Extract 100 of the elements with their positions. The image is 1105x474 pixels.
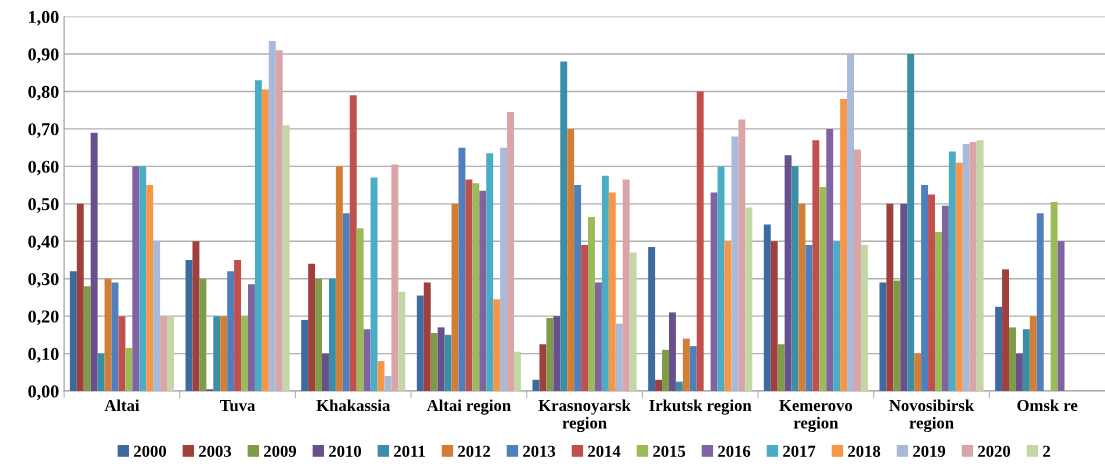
bar [282,125,290,392]
bar [90,132,98,392]
x-tick-label: Altai region [426,399,511,415]
bar [893,280,901,392]
bar [322,353,329,392]
bar [784,155,792,392]
y-tick-label: 0,40 [28,235,59,251]
bar [588,216,595,392]
bar [241,316,248,392]
y-tick-label: 0,30 [28,272,59,288]
legend-label: 2014 [588,445,621,457]
bar [928,194,935,392]
bar [160,316,168,392]
legend-label: 2000 [134,445,167,457]
bar [995,306,1003,392]
x-tick-label: Khakassia [316,399,391,412]
legend-label: 2003 [199,445,232,457]
bar [696,91,704,392]
bar [655,379,663,392]
bar [860,245,868,392]
bar [247,284,255,392]
bar [125,347,133,392]
bar [560,61,568,392]
bar [662,349,669,392]
bar [513,351,521,392]
bar [493,299,501,392]
bar [69,271,77,392]
bar [315,278,322,392]
bar [805,245,813,392]
bar [731,136,739,392]
bar [1050,201,1058,392]
bar [539,344,547,392]
legend-label: 2017 [783,445,816,457]
bar [254,80,262,392]
y-tick-label: 0,20 [28,310,59,326]
bar [581,245,589,392]
bar [914,353,922,392]
bar [847,54,855,392]
bar [83,286,91,392]
bar [398,291,406,392]
bar [363,329,371,392]
legend-label: 2020 [978,445,1011,457]
bar [1015,353,1023,392]
x-tick-label: Omsk re [1017,399,1078,412]
y-tick-label: 1,00 [29,10,59,26]
bar [969,142,977,392]
bar [472,183,480,392]
bar [553,316,561,392]
bar [192,241,200,392]
bar [601,175,609,392]
bar [955,162,963,392]
bar [840,98,848,392]
legend-label: 2019 [913,445,946,457]
bar [234,259,242,392]
bar [342,213,350,392]
x-tick-label: Altai [104,399,140,412]
bar [763,224,771,392]
bar [962,143,970,392]
bar [444,334,452,392]
bar [682,338,690,392]
x-tick-label: Kemerovo region [779,400,853,433]
bar [826,128,834,392]
bar [777,344,785,392]
y-tick-label: 0,00 [28,385,59,401]
bar [356,228,364,392]
bar [1009,327,1016,392]
bar [213,316,221,392]
bar [812,140,820,392]
bar [220,316,228,392]
bar [268,40,276,392]
bar [710,192,718,392]
bar [738,119,746,392]
bar [465,179,473,392]
bar [819,186,827,392]
bar [791,166,799,392]
bar [104,278,112,392]
bar [833,241,841,392]
bar [384,376,392,392]
bar [615,323,623,392]
legend-label: 2016 [718,445,751,457]
bar [921,185,929,392]
bar [1029,316,1037,392]
bar [1036,213,1044,392]
bar [437,327,445,392]
bar [629,252,637,392]
bar [1002,269,1009,392]
bar [301,319,309,392]
y-tick-label: 0,80 [28,85,59,101]
bar [416,295,424,392]
bar [948,151,956,392]
bar [146,185,154,392]
bar [275,50,283,392]
bar [567,128,575,392]
bar [622,179,630,392]
bar [479,190,487,392]
y-tick-label: 0,50 [28,198,59,213]
bar [153,241,161,392]
bar [648,246,656,392]
bar [423,282,431,392]
bar [139,166,147,392]
